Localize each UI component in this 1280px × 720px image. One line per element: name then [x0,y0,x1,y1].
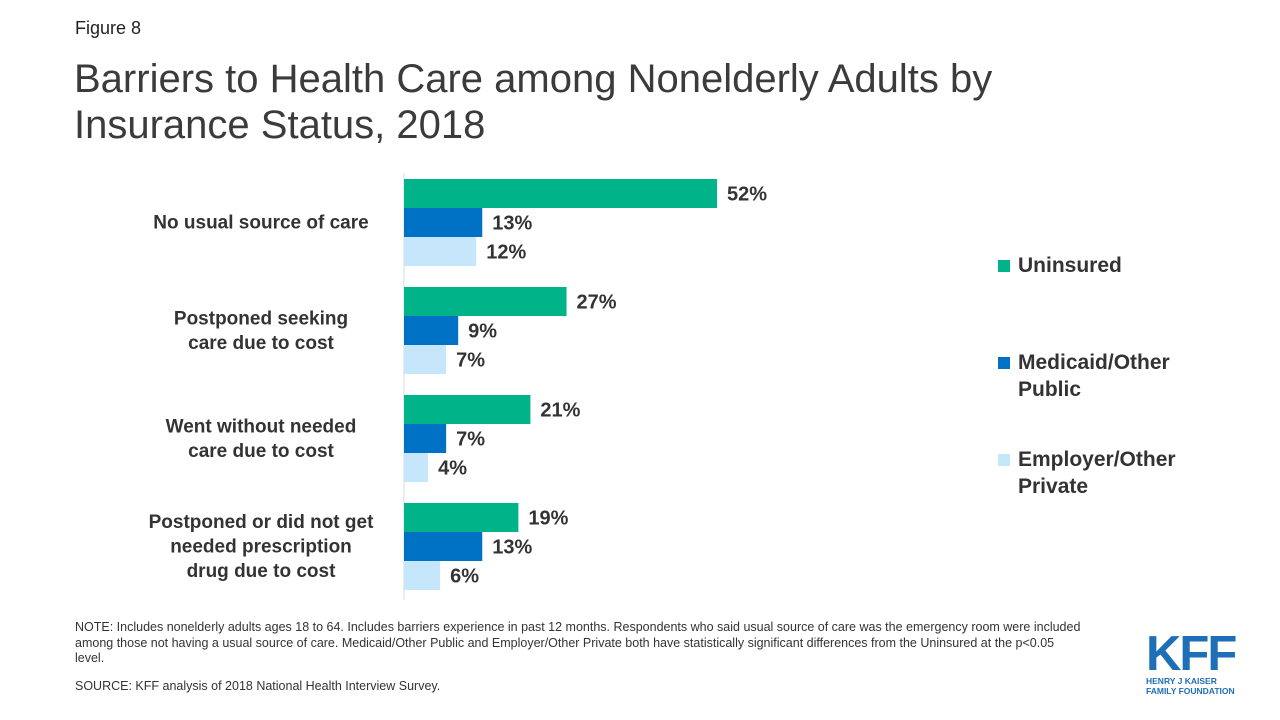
bar-chart: No usual source of care 52% 13% 12% Postpone… [149,173,767,600]
data-label-uninsured: 27% [577,292,617,314]
bar-uninsured [404,395,531,424]
bar-private [404,237,477,266]
bar-uninsured [404,179,718,208]
legend-label-medicaid: Medicaid/Other Public [1018,351,1170,401]
legend-swatch-private [998,454,1010,466]
kff-logo: KFF HENRY J KAISER FAMILY FOUNDATION [1146,627,1238,697]
logo-line-2: FAMILY FOUNDATION [1146,686,1235,696]
bar-medicaid [404,532,483,561]
data-label-uninsured: 52% [727,184,767,206]
legend-swatch-uninsured [998,260,1010,272]
logo-mark: KFF [1146,627,1237,681]
legend: Uninsured Medicaid/Other Public Employer… [998,252,1208,500]
note-text: NOTE: Includes nonelderly adults ages 18… [75,620,1081,665]
category-label: No usual source of care [153,213,368,234]
bar-medicaid [404,316,459,345]
bar-uninsured [404,503,519,532]
bar-medicaid [404,208,483,237]
category-label: Postponed seeking care due to cost [174,308,348,354]
data-label-medicaid: 9% [468,321,497,343]
category-label: Went without needed care due to cost [166,416,357,462]
legend-swatch-medicaid [998,357,1010,369]
data-label-private: 12% [486,242,526,264]
bar-private [404,561,441,590]
figure-label: Figure 8 [75,18,142,38]
legend-label-uninsured: Uninsured [1018,254,1122,277]
logo-line-1: HENRY J KAISER [1146,676,1217,686]
legend-label-private: Employer/Other Private [1018,448,1176,498]
chart-title: Barriers to Health Care among Nonelderly… [74,57,993,147]
legend-item-uninsured: Uninsured [998,252,1208,279]
data-label-private: 6% [450,566,479,588]
bar-uninsured [404,287,567,316]
bar-private [404,345,447,374]
data-label-medicaid: 13% [492,213,532,235]
bar-medicaid [404,424,447,453]
bar-private [404,453,429,482]
data-label-medicaid: 13% [492,537,532,559]
data-label-private: 4% [438,458,467,480]
legend-item-private: Employer/Other Private [998,446,1208,500]
legend-item-medicaid: Medicaid/Other Public [998,349,1208,403]
data-label-uninsured: 21% [540,400,580,422]
data-label-uninsured: 19% [528,508,568,530]
category-label: Postponed or did not get needed prescript… [149,512,374,582]
data-label-private: 7% [456,350,485,372]
data-label-medicaid: 7% [456,429,485,451]
source-text: SOURCE: KFF analysis of 2018 National He… [75,679,441,693]
